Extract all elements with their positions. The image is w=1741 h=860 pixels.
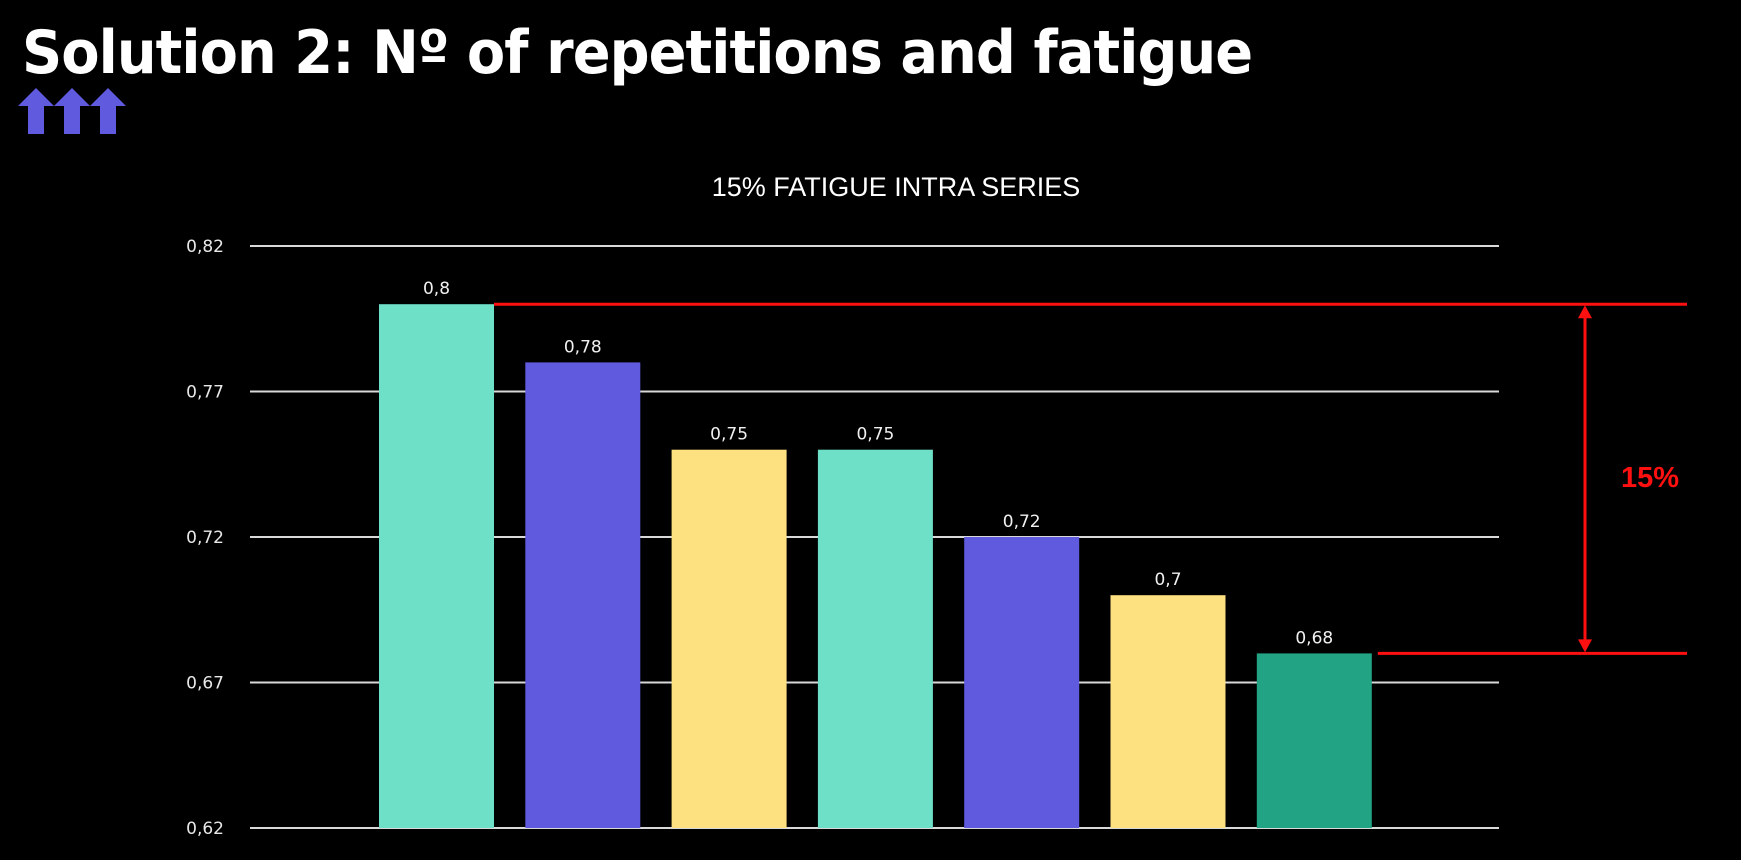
bar (671, 449, 787, 828)
y-tick-label: 0,67 (186, 674, 224, 694)
bar (817, 449, 933, 828)
data-label: 0,68 (1295, 628, 1333, 648)
slide-title: Solution 2: Nº of repetitions and fatigu… (22, 18, 1253, 88)
data-label: 0,78 (564, 337, 602, 357)
y-tick-label: 0,72 (186, 528, 224, 548)
data-label: 0,7 (1154, 570, 1181, 590)
up-arrow-icon (18, 88, 54, 134)
data-label: 0,8 (423, 279, 450, 299)
y-tick-label: 0,82 (186, 237, 224, 257)
y-tick-label: 0,62 (186, 819, 224, 839)
bar (1256, 653, 1372, 828)
y-axis-ticks: 0,62 0,67 0,72 0,77 0,82 (186, 237, 224, 839)
data-labels: 0,8 0,78 0,75 0,75 0,72 0,7 0,68 (423, 279, 1333, 648)
fatigue-annotation: 15% (494, 302, 1687, 655)
data-label: 0,75 (856, 425, 894, 445)
up-arrow-icon (54, 88, 90, 134)
y-tick-label: 0,77 (186, 383, 224, 403)
chart-title: 15% FATIGUE INTRA SERIES (712, 172, 1081, 202)
bar (525, 362, 641, 828)
bar (1110, 595, 1226, 828)
bar (379, 304, 494, 828)
bar (964, 537, 1080, 828)
three-up-arrows-icon (18, 88, 126, 134)
fatigue-percent-label: 15% (1621, 462, 1679, 494)
arrow-head-down-icon (1578, 639, 1592, 653)
arrow-head-up-icon (1578, 305, 1592, 319)
data-label: 0,72 (1003, 512, 1041, 532)
bars (379, 304, 1372, 828)
data-label: 0,75 (710, 425, 748, 445)
up-arrow-icon (90, 88, 126, 134)
